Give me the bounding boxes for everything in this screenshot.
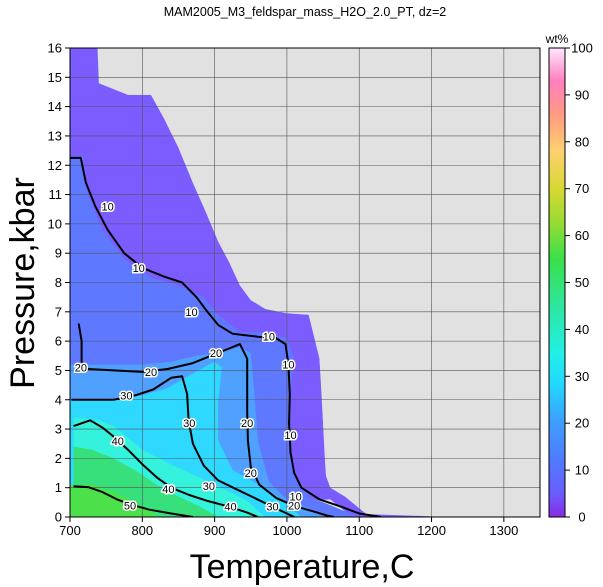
contour-20-label-2: 20 [210,348,222,360]
contour-10-label-3: 10 [263,332,275,344]
contour-20-label-5: 20 [288,500,300,512]
y-tick-label-4: 4 [55,392,62,407]
x-tick-label-900: 900 [204,523,226,538]
contour-10-label-1: 10 [133,263,145,275]
contour-40-label-2: 40 [224,502,236,514]
y-tick-label-12: 12 [48,158,62,173]
contour-30-label-3: 30 [266,502,278,514]
grid-lines [70,48,540,517]
chart-title: MAM2005_M3_feldspar_mass_H2O_2.0_PT, dz=… [164,5,446,19]
contour-30-label-1: 30 [183,418,195,430]
contour-10-label-0: 10 [101,201,113,213]
y-tick-label-8: 8 [55,275,62,290]
y-tick-label-15: 15 [48,70,62,85]
colorbar-tick-label-90: 90 [575,87,589,102]
y-tick-label-14: 14 [48,99,62,114]
x-tick-label-1100: 1100 [345,523,373,538]
contour-30-label-0: 30 [120,390,132,402]
y-tick-label-13: 13 [48,128,62,143]
colorbar-tick-label-10: 10 [575,463,589,478]
x-tick-label-1300: 1300 [489,523,518,538]
colorbar-tick-label-0: 0 [578,510,585,525]
contour-10-label-4: 10 [282,360,294,372]
colorbar: wt% 0 10 20 30 40 50 60 70 80 90 100 [545,32,593,525]
colorbar-gradient [548,47,566,518]
contour-10-line [70,156,382,517]
y-tick-label-7: 7 [55,304,62,319]
y-tick-label-5: 5 [55,363,62,378]
contour-20-label-3: 20 [241,418,253,430]
contour-40-line [73,419,259,517]
colorbar-tick-label-60: 60 [575,228,589,243]
contour-10-label-2: 10 [185,307,197,319]
y-tick-label-6: 6 [55,334,62,349]
y-tick-label-16: 16 [48,41,62,56]
y-tick-label-11: 11 [49,187,63,202]
y-tick-label-0: 0 [55,510,62,525]
colorbar-tick-label-70: 70 [575,181,589,196]
contour-30-line [71,375,295,517]
y-tick-label-9: 9 [55,246,62,261]
contour-30-label-2: 30 [203,481,215,493]
contour-20-label-4: 20 [245,468,257,480]
y-tick-label-2: 2 [55,451,62,466]
y-tick-label-3: 3 [55,422,62,437]
colorbar-ticks: 0 10 20 30 40 50 60 70 80 90 100 [565,41,593,525]
colorbar-tick-label-20: 20 [575,416,589,431]
x-axis-label: Temperature,C [190,548,415,586]
contour-20-line [77,323,335,517]
contour-10-label-6: 10 [289,491,301,503]
x-tick-label-700: 700 [59,523,81,538]
colorbar-tick-label-100: 100 [571,41,593,56]
y-tick-label-1: 1 [55,480,62,495]
colorbar-label: wt% [545,32,569,46]
color-band-6 [70,484,157,517]
x-tick-label-1000: 1000 [272,523,301,538]
x-axis: 700 800 900 1000 1100 1200 1300 [59,517,518,538]
colorbar-tick-label-40: 40 [575,322,589,337]
x-tick-label-1200: 1200 [417,523,446,538]
contour-10-label-5: 10 [284,430,296,442]
contour-40-label-1: 40 [162,484,174,496]
colorbar-tick-label-80: 80 [575,134,589,149]
contour-20-label-1: 20 [145,367,157,379]
contour-50-line [73,485,194,517]
contour-40-label-0: 40 [112,436,124,448]
contour-20-label-0: 20 [75,363,87,375]
y-tick-label-10: 10 [48,216,62,231]
x-tick-label-800: 800 [131,523,153,538]
y-axis-label: Pressure,kbar [4,177,42,389]
colorbar-tick-label-30: 30 [575,369,589,384]
colorbar-tick-label-50: 50 [575,275,589,290]
contour-50-label-0: 50 [124,500,136,512]
